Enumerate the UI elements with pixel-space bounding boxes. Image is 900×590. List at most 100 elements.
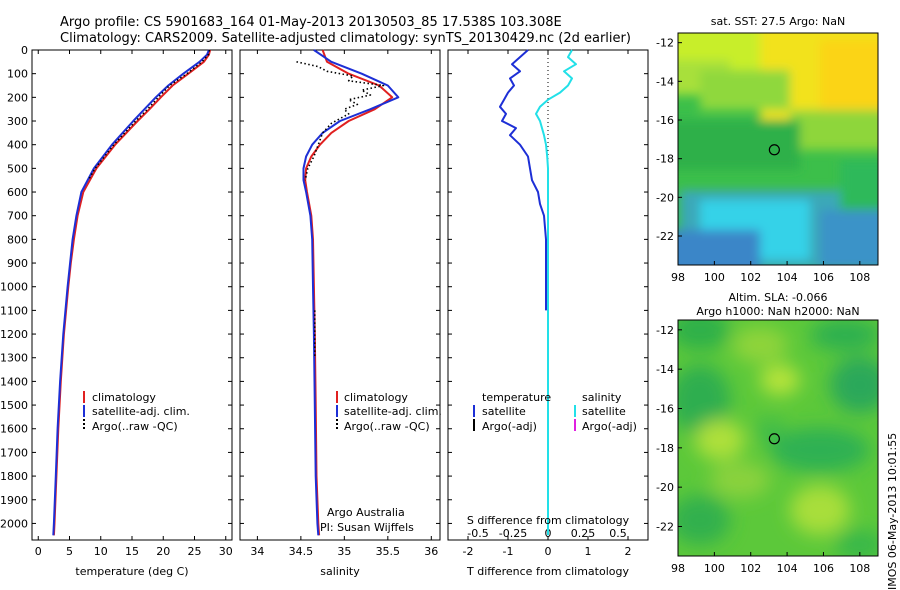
x-tick-label: 36 [424, 545, 438, 558]
y-tick-label: 1500 [0, 399, 28, 412]
x-tick-label: 0 [35, 545, 42, 558]
legend-label-climatology: climatology [344, 391, 408, 404]
difference-top-label: S difference from climatology [467, 514, 630, 527]
x-tick-label-salinity: 0.5 [609, 527, 627, 540]
x-tick-label: 25 [188, 545, 202, 558]
y-tick-label: 800 [7, 233, 28, 246]
y-tick-label: 500 [7, 162, 28, 175]
y-tick-label: 1100 [0, 304, 28, 317]
sla-map-frame [677, 319, 879, 557]
map-x-tick-label: 108 [849, 271, 870, 284]
map-y-tick-label: -14 [656, 363, 674, 376]
sst-map-frame [677, 32, 879, 266]
y-tick-label: 1600 [0, 423, 28, 436]
x-tick-label: 20 [156, 545, 170, 558]
x-tick-label: 2 [625, 545, 632, 558]
series-line [535, 49, 577, 536]
map-y-tick-label: -16 [656, 403, 674, 416]
legend-label-sal-argo: Argo(-adj) [582, 420, 637, 433]
salinity-panel-frame [239, 49, 441, 541]
x-tick-label: 35 [337, 545, 351, 558]
sla-map-title-line1: Altim. SLA: -0.066 [728, 291, 827, 304]
sst-map-field [678, 33, 878, 265]
x-tick-label: 1 [585, 545, 592, 558]
sst-map-axes: 98 100 102 104 106 108 -12 -14 -16 -18 -20 -22 [656, 37, 870, 284]
legend-title-temperature: temperature [482, 391, 551, 404]
x-tick-label: 30 [219, 545, 233, 558]
map-x-tick-label: 102 [740, 562, 761, 575]
map-y-tick-label: -12 [656, 324, 674, 337]
map-y-tick-label: -16 [656, 114, 674, 127]
x-tick-label-salinity: -0.5 [467, 527, 488, 540]
salinity-annotation-line1: Argo Australia [327, 506, 405, 519]
map-x-tick-label: 100 [704, 271, 725, 284]
x-tick-label: 34 [250, 545, 264, 558]
x-tick-label-salinity: -0.25 [499, 527, 527, 540]
y-tick-label: 1000 [0, 281, 28, 294]
legend-title-salinity: salinity [582, 391, 622, 404]
series-line [52, 49, 210, 536]
y-tick-label: 0 [21, 44, 28, 57]
legend-label-sal-satellite: satellite [582, 405, 626, 418]
map-x-tick-label: 108 [849, 562, 870, 575]
series-line [296, 61, 385, 181]
sla-argo-location-marker [768, 433, 780, 445]
sst-map-title: sat. SST: 27.5 Argo: NaN [711, 15, 845, 28]
legend-label-argo: Argo(..raw -QC) [92, 420, 178, 433]
series-line [499, 49, 547, 311]
x-tick-label: 35.5 [376, 545, 401, 558]
map-x-tick-label: 98 [671, 562, 685, 575]
y-tick-label: 1800 [0, 470, 28, 483]
sla-map-field [678, 320, 878, 556]
salinity-xlabel: salinity [320, 565, 360, 578]
map-y-tick-label: -22 [656, 230, 674, 243]
x-tick-label: 15 [125, 545, 139, 558]
difference-legend: temperature salinity satellite Argo(-adj… [473, 391, 637, 433]
y-tick-label: 1200 [0, 328, 28, 341]
sst-argo-location-marker [768, 144, 780, 156]
y-tick-label: 900 [7, 257, 28, 270]
legend-label-temp-argo: Argo(-adj) [482, 420, 537, 433]
map-y-tick-label: -12 [656, 37, 674, 50]
series-line [304, 49, 394, 536]
map-x-tick-label: 100 [704, 562, 725, 575]
legend-label-satellite: satellite-adj. clim. [92, 405, 190, 418]
map-y-tick-label: -14 [656, 75, 674, 88]
map-y-tick-label: -18 [656, 442, 674, 455]
salinity-annotation-line2: PI: Susan Wijffels [320, 521, 414, 534]
y-tick-label: 600 [7, 186, 28, 199]
y-tick-label: 1700 [0, 446, 28, 459]
x-tick-label: -2 [463, 545, 474, 558]
map-x-tick-label: 106 [813, 562, 834, 575]
map-y-tick-label: -20 [656, 191, 674, 204]
x-tick-label: -1 [503, 545, 514, 558]
legend-label-satellite: satellite-adj. clim. [344, 405, 442, 418]
legend-label-temp-satellite: satellite [482, 405, 526, 418]
map-x-tick-label: 104 [777, 271, 798, 284]
x-tick-label: 0 [545, 545, 552, 558]
y-tick-label: 100 [7, 68, 28, 81]
legend-label-climatology: climatology [92, 391, 156, 404]
figure-title-line1: Argo profile: CS 5901683_164 01-May-2013… [60, 15, 562, 30]
map-y-tick-label: -18 [656, 153, 674, 166]
map-x-tick-label: 104 [777, 562, 798, 575]
map-x-tick-label: 98 [671, 271, 685, 284]
y-tick-label: 300 [7, 115, 28, 128]
map-y-tick-label: -22 [656, 521, 674, 534]
map-x-tick-label: 106 [813, 271, 834, 284]
x-tick-label: 34.5 [289, 545, 314, 558]
y-tick-label: 1400 [0, 375, 28, 388]
y-tick-label: 200 [7, 91, 28, 104]
sla-map-title-line2: Argo h1000: NaN h2000: NaN [696, 305, 859, 318]
difference-xlabel: T difference from climatology [466, 565, 629, 578]
series-line [87, 49, 211, 181]
legend-label-argo: Argo(..raw -QC) [344, 420, 430, 433]
temperature-legend: climatology satellite-adj. clim. Argo(..… [83, 391, 190, 433]
figure-title-line2: Climatology: CARS2009. Satellite-adjuste… [60, 31, 631, 46]
y-tick-label: 1900 [0, 494, 28, 507]
salinity-legend: climatology satellite-adj. clim. Argo(..… [336, 391, 442, 433]
series-layer [52, 49, 577, 536]
axes-layer: 0 5 10 15 20 25 300100200300400500600700800900… [0, 44, 648, 558]
temperature-xlabel: temperature (deg C) [75, 565, 188, 578]
y-tick-label: 2000 [0, 517, 28, 530]
